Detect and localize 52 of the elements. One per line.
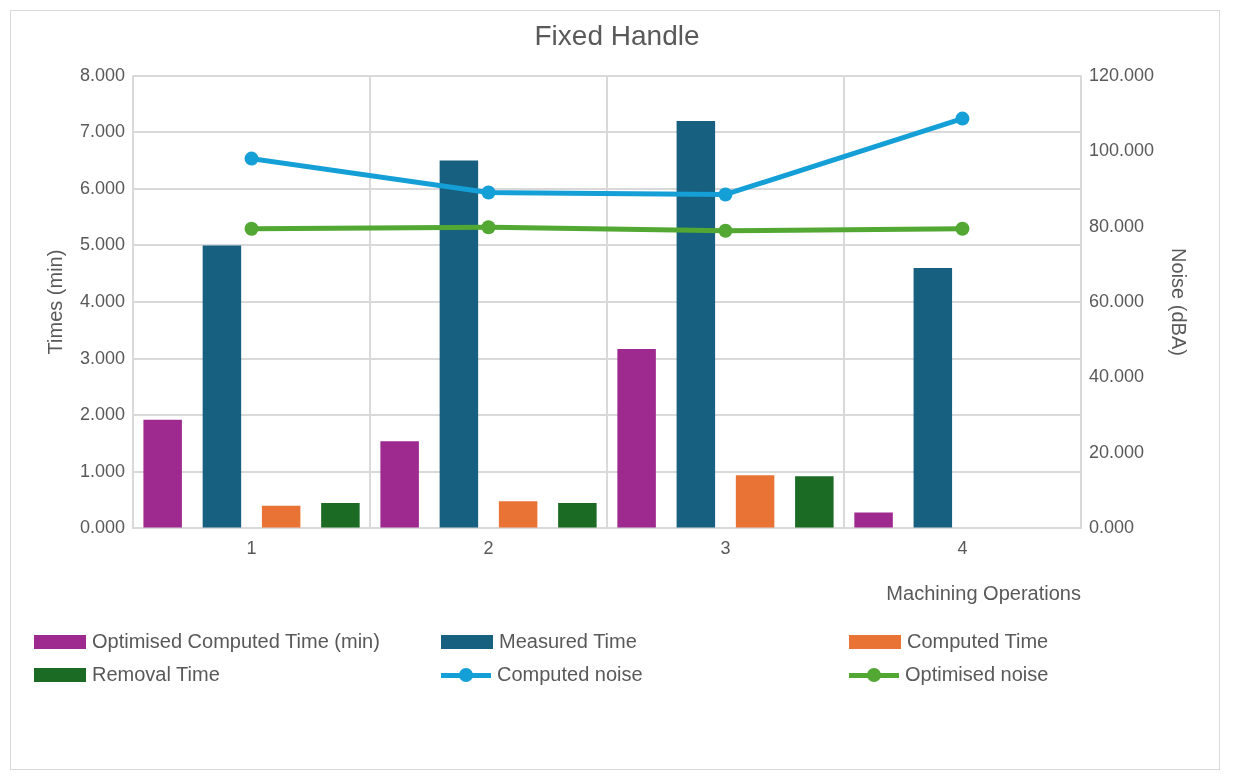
point: [718, 223, 733, 238]
y2-tick-label: 40.000: [1088, 366, 1144, 387]
point: [955, 111, 970, 126]
y2-axis-title: Noise (dBA): [1168, 248, 1191, 356]
bar: [439, 160, 479, 528]
legend-label: Measured Time: [499, 630, 637, 653]
legend-label: Removal Time: [92, 663, 220, 686]
x-tick-label: 2: [483, 538, 494, 559]
legend-label: Optimised Computed Time (min): [92, 630, 380, 653]
bar: [617, 348, 656, 528]
bar: [498, 501, 538, 528]
y-tick-label: 3.000: [80, 347, 126, 368]
y-tick-label: 2.000: [80, 404, 126, 425]
y-tick-label: 8.000: [80, 64, 126, 85]
y-tick-label: 5.000: [80, 234, 126, 255]
x-axis-title: Machining Operations: [886, 581, 1081, 604]
point: [244, 151, 259, 166]
bar: [321, 502, 360, 528]
bar: [202, 245, 242, 528]
y2-tick-label: 0.000: [1088, 517, 1134, 538]
bar: [558, 502, 597, 528]
legend-label: Optimised noise: [905, 663, 1049, 686]
y2-tick-label: 100.000: [1088, 140, 1155, 161]
bar: [854, 512, 893, 528]
point: [718, 187, 733, 202]
y-tick-label: 0.000: [80, 517, 126, 538]
bar: [735, 475, 775, 528]
y2-tick-label: 20.000: [1088, 441, 1144, 462]
point: [481, 185, 496, 200]
point: [244, 221, 259, 236]
y2-tick-label: 120.000: [1088, 64, 1155, 85]
x-tick-label: 4: [957, 538, 968, 559]
legend-label: Computed Time: [907, 630, 1049, 653]
point: [481, 220, 496, 235]
y-axis-title: Times (min): [43, 249, 66, 355]
y-tick-label: 1.000: [80, 460, 126, 481]
legend-label: Computed noise: [497, 663, 643, 686]
y2-tick-label: 60.000: [1088, 290, 1144, 311]
bar: [676, 120, 716, 528]
bar: [143, 419, 182, 528]
chart-title: Fixed Handle: [534, 19, 700, 51]
point: [955, 221, 970, 236]
x-tick-label: 1: [246, 538, 257, 559]
bar: [261, 505, 301, 528]
y-tick-label: 6.000: [80, 177, 126, 198]
bar: [795, 476, 834, 528]
y-tick-label: 4.000: [80, 290, 126, 311]
y-tick-label: 7.000: [80, 121, 126, 142]
bar: [380, 441, 419, 528]
x-tick-label: 3: [720, 538, 731, 559]
y2-tick-label: 80.000: [1088, 215, 1144, 236]
bar: [913, 268, 953, 528]
